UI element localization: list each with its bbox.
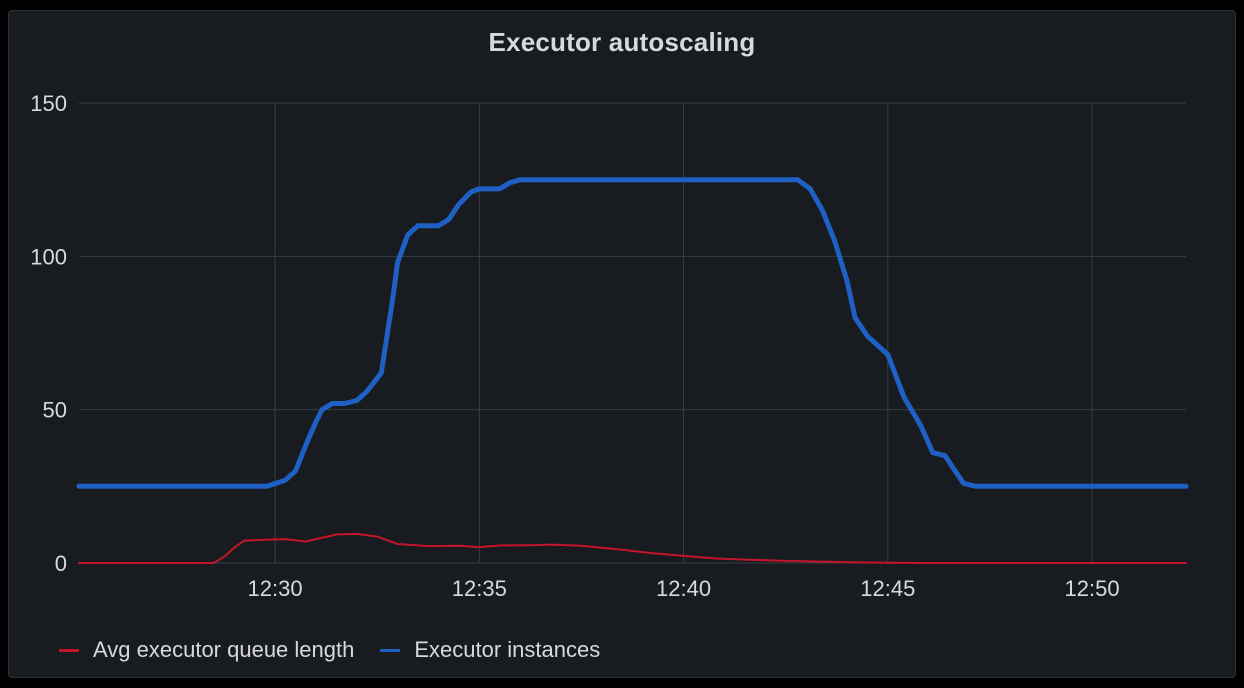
y-tick-label: 100: [30, 244, 67, 269]
x-tick-label: 12:35: [452, 576, 507, 601]
legend-label-instances: Executor instances: [414, 637, 601, 662]
series-line-executor-instances[interactable]: [76, 177, 1189, 489]
x-tick-label: 12:30: [248, 576, 303, 601]
legend-label-queue: Avg executor queue length: [93, 637, 355, 662]
legend-item-instances[interactable]: Executor instances: [380, 637, 600, 663]
legend-swatch-queue: [59, 648, 79, 652]
chart-svg: 0 50 100 150 12:30 12:35 12:40 12:45 12:50: [30, 91, 1189, 601]
y-axis: 0 50 100 150: [30, 91, 67, 576]
series-layer: [76, 177, 1189, 564]
x-axis: 12:30 12:35 12:40 12:45 12:50: [248, 576, 1120, 601]
y-tick-label: 0: [55, 551, 67, 576]
x-tick-label: 12:45: [860, 576, 915, 601]
x-tick-label: 12:50: [1065, 576, 1120, 601]
legend-item-queue[interactable]: Avg executor queue length: [59, 637, 354, 663]
chart-panel: Executor autoscaling 0 50 100 150 12:30 12:3…: [8, 10, 1236, 678]
grid-lines: [79, 102, 1186, 564]
x-tick-label: 12:40: [656, 576, 711, 601]
panel-title[interactable]: Executor autoscaling: [488, 27, 756, 57]
y-tick-label: 50: [43, 398, 67, 423]
legend: Avg executor queue length Executor insta…: [59, 637, 626, 663]
y-tick-label: 150: [30, 91, 67, 116]
legend-swatch-instances: [380, 648, 401, 652]
series-line-queue-length[interactable]: [78, 532, 1187, 564]
